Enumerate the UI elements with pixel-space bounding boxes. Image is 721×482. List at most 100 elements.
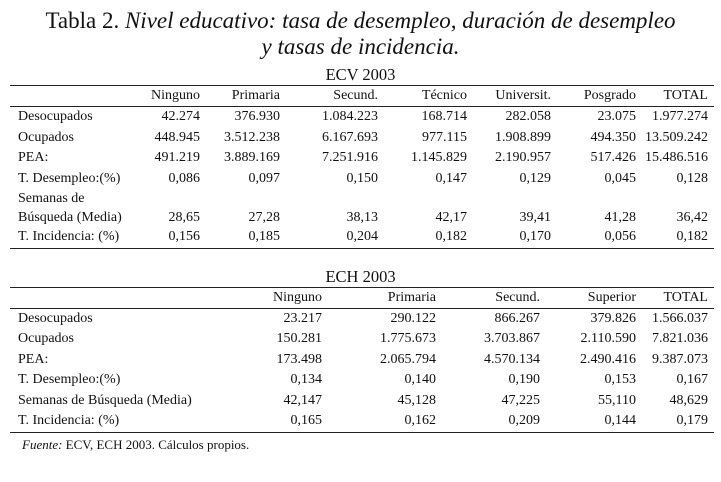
- table-cell: 1.145.829: [411, 150, 467, 165]
- table-row: T. Desempleo:(%) 0,134 0,140 0,190 0,153…: [10, 370, 714, 391]
- row-label-line-2: Búsqueda (Media): [18, 210, 122, 225]
- row-label-line-1: Semanas de: [18, 191, 85, 206]
- source-text: ECV, ECH 2003. Cálculos propios.: [65, 436, 250, 452]
- table-cell: 491.219: [154, 150, 201, 165]
- ecv-col-header: Secund.: [286, 85, 384, 107]
- table-cell: 1.566.037: [652, 310, 708, 326]
- table-cell: 0,128: [676, 170, 709, 186]
- table-cell: 517.426: [590, 150, 637, 165]
- table-cell: 36,42: [676, 210, 709, 225]
- table-cell: 1.084.223: [322, 109, 378, 124]
- table-row: T. Incidencia: (%) 0,156 0,185 0,204 0,1…: [10, 227, 714, 249]
- table-cell: 0,056: [557, 227, 642, 249]
- table-cell: 1.977.274: [652, 109, 708, 124]
- row-label: Semanas de Búsqueda (Media): [10, 189, 138, 227]
- ech-col-header: Primaria: [328, 286, 442, 309]
- table-cell: 0,140: [404, 372, 437, 387]
- table-cell: 1.775.673: [380, 331, 436, 346]
- table-cell: 23.217: [283, 310, 323, 326]
- section-gap: [0, 249, 721, 262]
- table-cell: 42,17: [435, 210, 468, 225]
- table-cell: 494.350: [590, 129, 637, 145]
- ech-col-header: Ninguno: [242, 286, 328, 309]
- row-label: Ocupados: [18, 331, 74, 346]
- row-label: Ocupados: [18, 129, 74, 145]
- ech-col-header: Superior: [546, 286, 642, 309]
- ecv-header-row: Ninguno Primaria Secund. Técnico Univers…: [10, 85, 714, 107]
- table-cell: 0,153: [604, 372, 637, 387]
- table-cell: 3.703.867: [484, 331, 540, 346]
- table-cell: 3.512.238: [224, 129, 280, 145]
- table-cell: 0,129: [519, 170, 552, 186]
- source-note: Fuente: ECV, ECH 2003. Cálculos propios.: [22, 437, 721, 453]
- table-cell: 42.274: [161, 109, 201, 124]
- row-label: T. Incidencia: (%): [10, 411, 242, 433]
- table-cell: 42,147: [283, 392, 323, 408]
- row-label: Desocupados: [18, 310, 93, 326]
- ecv-table: Ninguno Primaria Secund. Técnico Univers…: [10, 85, 714, 249]
- table-row: PEA: 491.219 3.889.169 7.251.916 1.145.8…: [10, 148, 714, 169]
- source-label: Fuente:: [22, 436, 63, 452]
- ech-col-header: Secund.: [442, 286, 546, 309]
- table-cell: 55,110: [598, 392, 636, 408]
- table-cell: 0,185: [206, 227, 286, 249]
- ech-header-row: Ninguno Primaria Secund. Superior TOTAL: [10, 286, 714, 309]
- table-cell: 0,209: [442, 411, 546, 433]
- table-cell: 9.387.073: [652, 351, 708, 367]
- table-cell: 47,225: [501, 392, 541, 408]
- table-cell: 168.714: [421, 109, 468, 124]
- table-row: Semanas de Búsqueda (Media) 28,65 27,28 …: [10, 189, 714, 227]
- ecv-heading: ECV 2003: [325, 65, 396, 84]
- table-cell: 41,28: [604, 210, 637, 225]
- table-cell: 48,629: [669, 392, 709, 408]
- table-cell: 0,097: [248, 170, 281, 186]
- ech-col-header: TOTAL: [642, 286, 714, 309]
- ech-table: Ninguno Primaria Secund. Superior TOTAL …: [10, 286, 714, 433]
- table-cell: 45,128: [397, 392, 437, 408]
- title-italic-line-1: Nivel educativo: tasa de desempleo, dura…: [124, 8, 676, 33]
- table-cell: 39,41: [519, 210, 552, 225]
- table-cell: 0,167: [676, 372, 709, 387]
- ecv-col-header: TOTAL: [642, 85, 714, 107]
- table-cell: 7.821.036: [652, 331, 708, 346]
- table-cell: 0,144: [546, 411, 642, 433]
- table-cell: 13.509.242: [645, 129, 708, 145]
- table-cell: 0,134: [290, 372, 323, 387]
- table-cell: 2.065.794: [380, 351, 436, 367]
- row-label: PEA:: [18, 351, 49, 367]
- table-title: Tabla 2. Nivel educativo: tasa de desemp…: [0, 0, 721, 60]
- row-label: Desocupados: [18, 109, 93, 124]
- table-cell: 27,28: [248, 210, 281, 225]
- table-cell: 448.945: [154, 129, 201, 145]
- table-row: Desocupados 42.274 376.930 1.084.223 168…: [10, 107, 714, 128]
- row-label: Semanas de Búsqueda (Media): [18, 392, 192, 408]
- table-cell: 0,182: [384, 227, 473, 249]
- table-cell: 0,170: [473, 227, 557, 249]
- table-cell: 866.267: [494, 310, 541, 326]
- table-cell: 0,086: [168, 170, 201, 186]
- table-cell: 0,045: [604, 170, 637, 186]
- table-cell: 0,182: [642, 227, 714, 249]
- table-cell: 0,204: [286, 227, 384, 249]
- table-cell: 0,162: [328, 411, 442, 433]
- table-row: PEA: 173.498 2.065.794 4.570.134 2.490.4…: [10, 350, 714, 371]
- table-cell: 3.889.169: [224, 150, 280, 165]
- table-cell: 2.110.590: [580, 331, 636, 346]
- table-cell: 0,190: [508, 372, 541, 387]
- table-row: Ocupados 448.945 3.512.238 6.167.693 977…: [10, 128, 714, 149]
- ech-heading: ECH 2003: [325, 266, 396, 286]
- ecv-col-header: Universit.: [473, 85, 557, 107]
- ecv-col-header: Posgrado: [557, 85, 642, 107]
- table-row: Ocupados 150.281 1.775.673 3.703.867 2.1…: [10, 329, 714, 350]
- table-cell: 0,165: [242, 411, 328, 433]
- table-cell: 376.930: [234, 109, 281, 124]
- row-label: T. Desempleo:(%): [18, 170, 121, 186]
- row-label: T. Incidencia: (%): [10, 227, 138, 249]
- title-line-1: Tabla 2. Nivel educativo: tasa de desemp…: [0, 8, 721, 34]
- table-cell: 15.486.516: [645, 150, 708, 165]
- ecv-col-header: Técnico: [384, 85, 473, 107]
- title-italic-line-2: y tasas de incidencia.: [261, 34, 460, 59]
- table-cell: 4.570.134: [484, 351, 540, 367]
- table-cell: 0,179: [642, 411, 714, 433]
